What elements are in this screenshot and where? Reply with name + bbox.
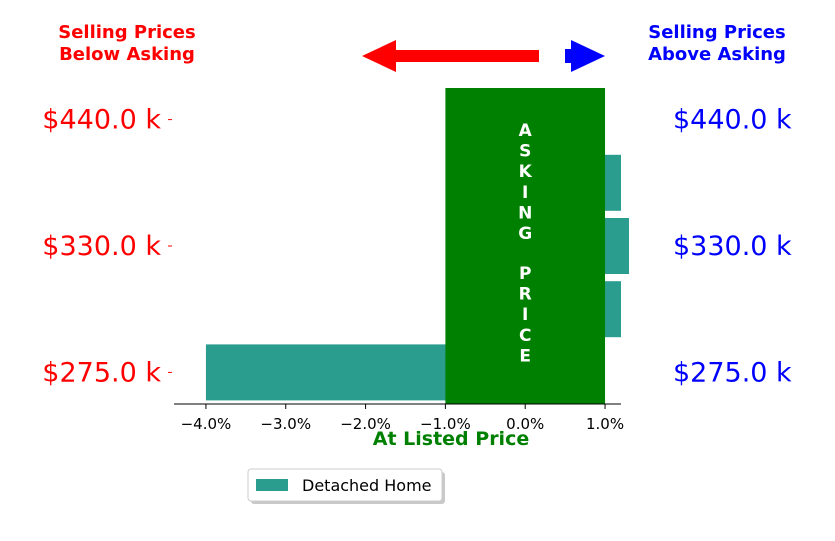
x-tick-label: 1.0% — [586, 415, 624, 433]
right-header-line2: Above Asking — [648, 44, 786, 65]
band-letter-top: A — [519, 121, 533, 141]
left-tick-label: $440.0 k — [42, 105, 161, 136]
band-letter-bottom: I — [522, 305, 528, 325]
band-letter-bottom: E — [519, 346, 531, 366]
legend-swatch — [256, 479, 288, 491]
x-tick-label: −4.0% — [181, 415, 232, 433]
legend: Detached Home — [247, 468, 445, 504]
left-tick-label: $275.0 k — [42, 357, 161, 388]
band-letter-top: S — [519, 142, 531, 162]
asking-price-band — [445, 88, 606, 404]
band-letter-top: K — [519, 162, 533, 182]
left-tick-label: $330.0 k — [42, 231, 161, 262]
right-arrow-icon — [565, 40, 605, 72]
right-tick-label: $330.0 k — [673, 231, 792, 262]
right-header-line1: Selling Prices — [648, 22, 785, 43]
x-tick-label: −1.0% — [420, 415, 471, 433]
right-tick-label: $275.0 k — [673, 357, 792, 388]
band-letter-bottom: R — [519, 285, 532, 305]
left-arrow-icon — [362, 40, 539, 72]
left-header-line1: Selling Prices — [58, 22, 195, 43]
band-letter-top: N — [518, 203, 532, 223]
x-tick-label: −3.0% — [260, 415, 311, 433]
x-tick-label: 0.0% — [506, 415, 544, 433]
right-tick-label: $440.0 k — [673, 105, 792, 136]
left-header-line2: Below Asking — [59, 44, 195, 65]
band-letter-bottom: P — [519, 264, 531, 284]
band-letter-top: I — [522, 183, 528, 203]
legend-label: Detached Home — [302, 476, 432, 495]
x-tick-label: −2.0% — [340, 415, 391, 433]
band-letter-bottom: C — [519, 326, 531, 346]
band-letter-top: G — [518, 224, 532, 244]
x-axis-label: At Listed Price — [373, 428, 529, 450]
